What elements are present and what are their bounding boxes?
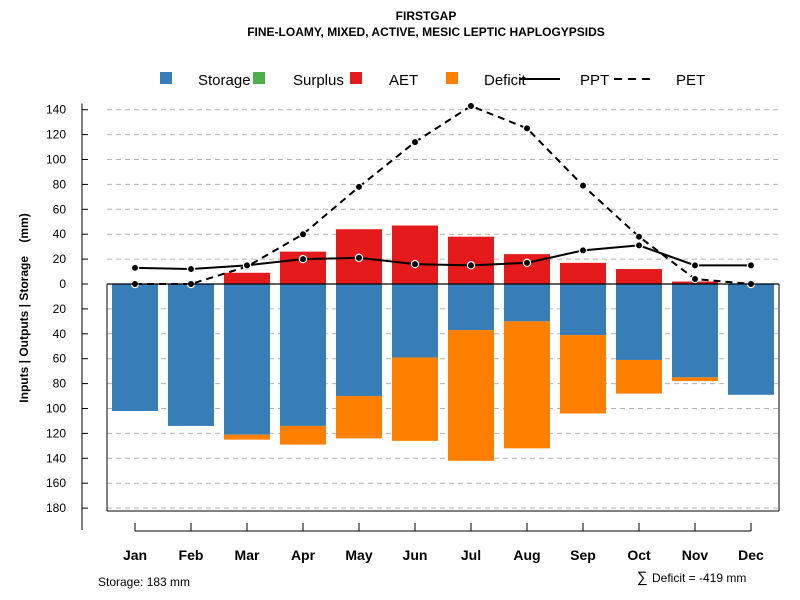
- aet-bar-mar: [224, 272, 270, 284]
- axes: 140 120 100 80 60 40 20 0 20 40 60 80 100 120 140 160 18…: [46, 103, 780, 563]
- storage-bar-apr: [280, 284, 326, 426]
- legend-swatch-deficit: [446, 72, 458, 84]
- storage-bar-jul: [448, 284, 494, 331]
- storage-bar-mar: [224, 284, 270, 435]
- y-tick-label: 140: [46, 451, 66, 465]
- legend-label-deficit: Deficit: [484, 72, 527, 89]
- pet-point-jun: [410, 137, 420, 147]
- storage-bar-jun: [392, 284, 438, 358]
- y-tick-label: 60: [53, 352, 67, 366]
- ppt-point-sep: [578, 246, 588, 255]
- deficit-bar-jul: [448, 330, 494, 461]
- storage-bar-may: [336, 284, 382, 397]
- deficit-bar-sep: [560, 335, 606, 414]
- legend-swatch-aet: [350, 72, 362, 84]
- x-tick-label-jul: Jul: [461, 547, 481, 563]
- storage-bar-sep: [560, 284, 606, 336]
- legend-swatch-surplus: [253, 72, 265, 84]
- ppt-point-jun: [410, 259, 420, 269]
- legend-label-surplus: Surplus: [293, 72, 344, 89]
- ppt-point-apr: [298, 254, 308, 264]
- x-tick-label-nov: Nov: [682, 547, 709, 563]
- x-tick-label-feb: Feb: [179, 547, 204, 563]
- legend-swatch-storage: [160, 72, 172, 84]
- y-tick-label: 120: [46, 128, 66, 142]
- y-axis-label: Inputs | Outputs | Storage (mm): [17, 213, 31, 402]
- deficit-annotation: Deficit = -419 mm: [652, 571, 746, 585]
- deficit-bar-mar: [224, 434, 270, 440]
- pet-point-sep: [578, 181, 588, 190]
- gridlines: [107, 109, 779, 509]
- ppt-point-jul: [466, 261, 476, 270]
- deficit-bar-nov: [672, 377, 718, 382]
- series-lines: [130, 101, 756, 289]
- deficit-bar-apr: [280, 425, 326, 445]
- y-tick-label: 40: [53, 327, 67, 341]
- ppt-point-jan: [130, 263, 140, 273]
- pet-point-oct: [634, 232, 644, 241]
- x-tick-label-mar: Mar: [235, 547, 260, 563]
- x-tick-label-jun: Jun: [403, 547, 428, 563]
- deficit-bar-may: [336, 396, 382, 439]
- ppt-point-feb: [186, 264, 196, 274]
- ppt-point-mar: [242, 261, 252, 270]
- y-tick-label: 80: [53, 177, 67, 191]
- x-tick-label-may: May: [345, 547, 372, 563]
- x-tick-label-jan: Jan: [123, 547, 147, 563]
- chart-subtitle: FINE-LOAMY, MIXED, ACTIVE, MESIC LEPTIC …: [247, 25, 605, 39]
- aet-bar-jul: [448, 236, 494, 284]
- x-tick-label-apr: Apr: [291, 547, 316, 563]
- legend-label-pet: PET: [676, 72, 705, 89]
- x-tick-label-oct: Oct: [627, 547, 651, 563]
- aet-bar-sep: [560, 262, 606, 284]
- storage-bar-nov: [672, 284, 718, 378]
- y-tick-label: 180: [46, 501, 66, 515]
- ppt-point-may: [354, 253, 364, 263]
- ppt-point-nov: [690, 261, 700, 270]
- bars: [112, 225, 774, 461]
- y-tick-label: 60: [53, 202, 67, 216]
- aet-bar-jun: [392, 225, 438, 284]
- legend: Storage Surplus AET Deficit PPT PET: [160, 72, 705, 89]
- deficit-bar-oct: [616, 359, 662, 394]
- storage-bar-oct: [616, 284, 662, 360]
- ppt-point-dec: [746, 261, 756, 270]
- y-tick-label: 100: [46, 153, 66, 167]
- legend-label-aet: AET: [389, 72, 418, 89]
- legend-label-ppt: PPT: [580, 72, 609, 89]
- x-tick-label-dec: Dec: [738, 547, 764, 563]
- sum-symbol: ∑: [637, 569, 648, 586]
- x-tick-label-aug: Aug: [513, 547, 540, 563]
- pet-point-may: [354, 182, 364, 192]
- storage-annotation: Storage: 183 mm: [98, 575, 190, 589]
- deficit-bar-jun: [392, 357, 438, 441]
- pet-point-apr: [298, 229, 308, 239]
- y-tick-label: 80: [53, 377, 67, 391]
- y-tick-label: 20: [53, 252, 67, 266]
- x-tick-label-sep: Sep: [570, 547, 596, 563]
- chart-title: FIRSTGAP: [396, 9, 457, 23]
- pet-point-jul: [466, 101, 476, 111]
- pet-point-nov: [690, 274, 700, 284]
- storage-bar-feb: [168, 284, 214, 426]
- ppt-point-oct: [634, 241, 644, 250]
- aet-bar-oct: [616, 269, 662, 284]
- storage-bar-jan: [112, 284, 158, 411]
- y-tick-label: 140: [46, 103, 66, 117]
- pet-line: [135, 104, 752, 285]
- ppt-point-aug: [522, 258, 532, 268]
- y-tick-label: 40: [53, 227, 67, 241]
- pet-point-aug: [522, 124, 532, 133]
- storage-bar-dec: [728, 284, 774, 395]
- y-tick-label: 20: [53, 302, 67, 316]
- deficit-bar-aug: [504, 321, 550, 449]
- y-tick-label: 100: [46, 402, 66, 416]
- ppt-line: [134, 244, 751, 271]
- y-tick-label: 160: [46, 476, 66, 490]
- y-tick-label: 120: [46, 426, 66, 440]
- storage-bar-aug: [504, 284, 550, 322]
- y-tick-label: 0: [59, 277, 66, 291]
- legend-label-storage: Storage: [198, 72, 251, 89]
